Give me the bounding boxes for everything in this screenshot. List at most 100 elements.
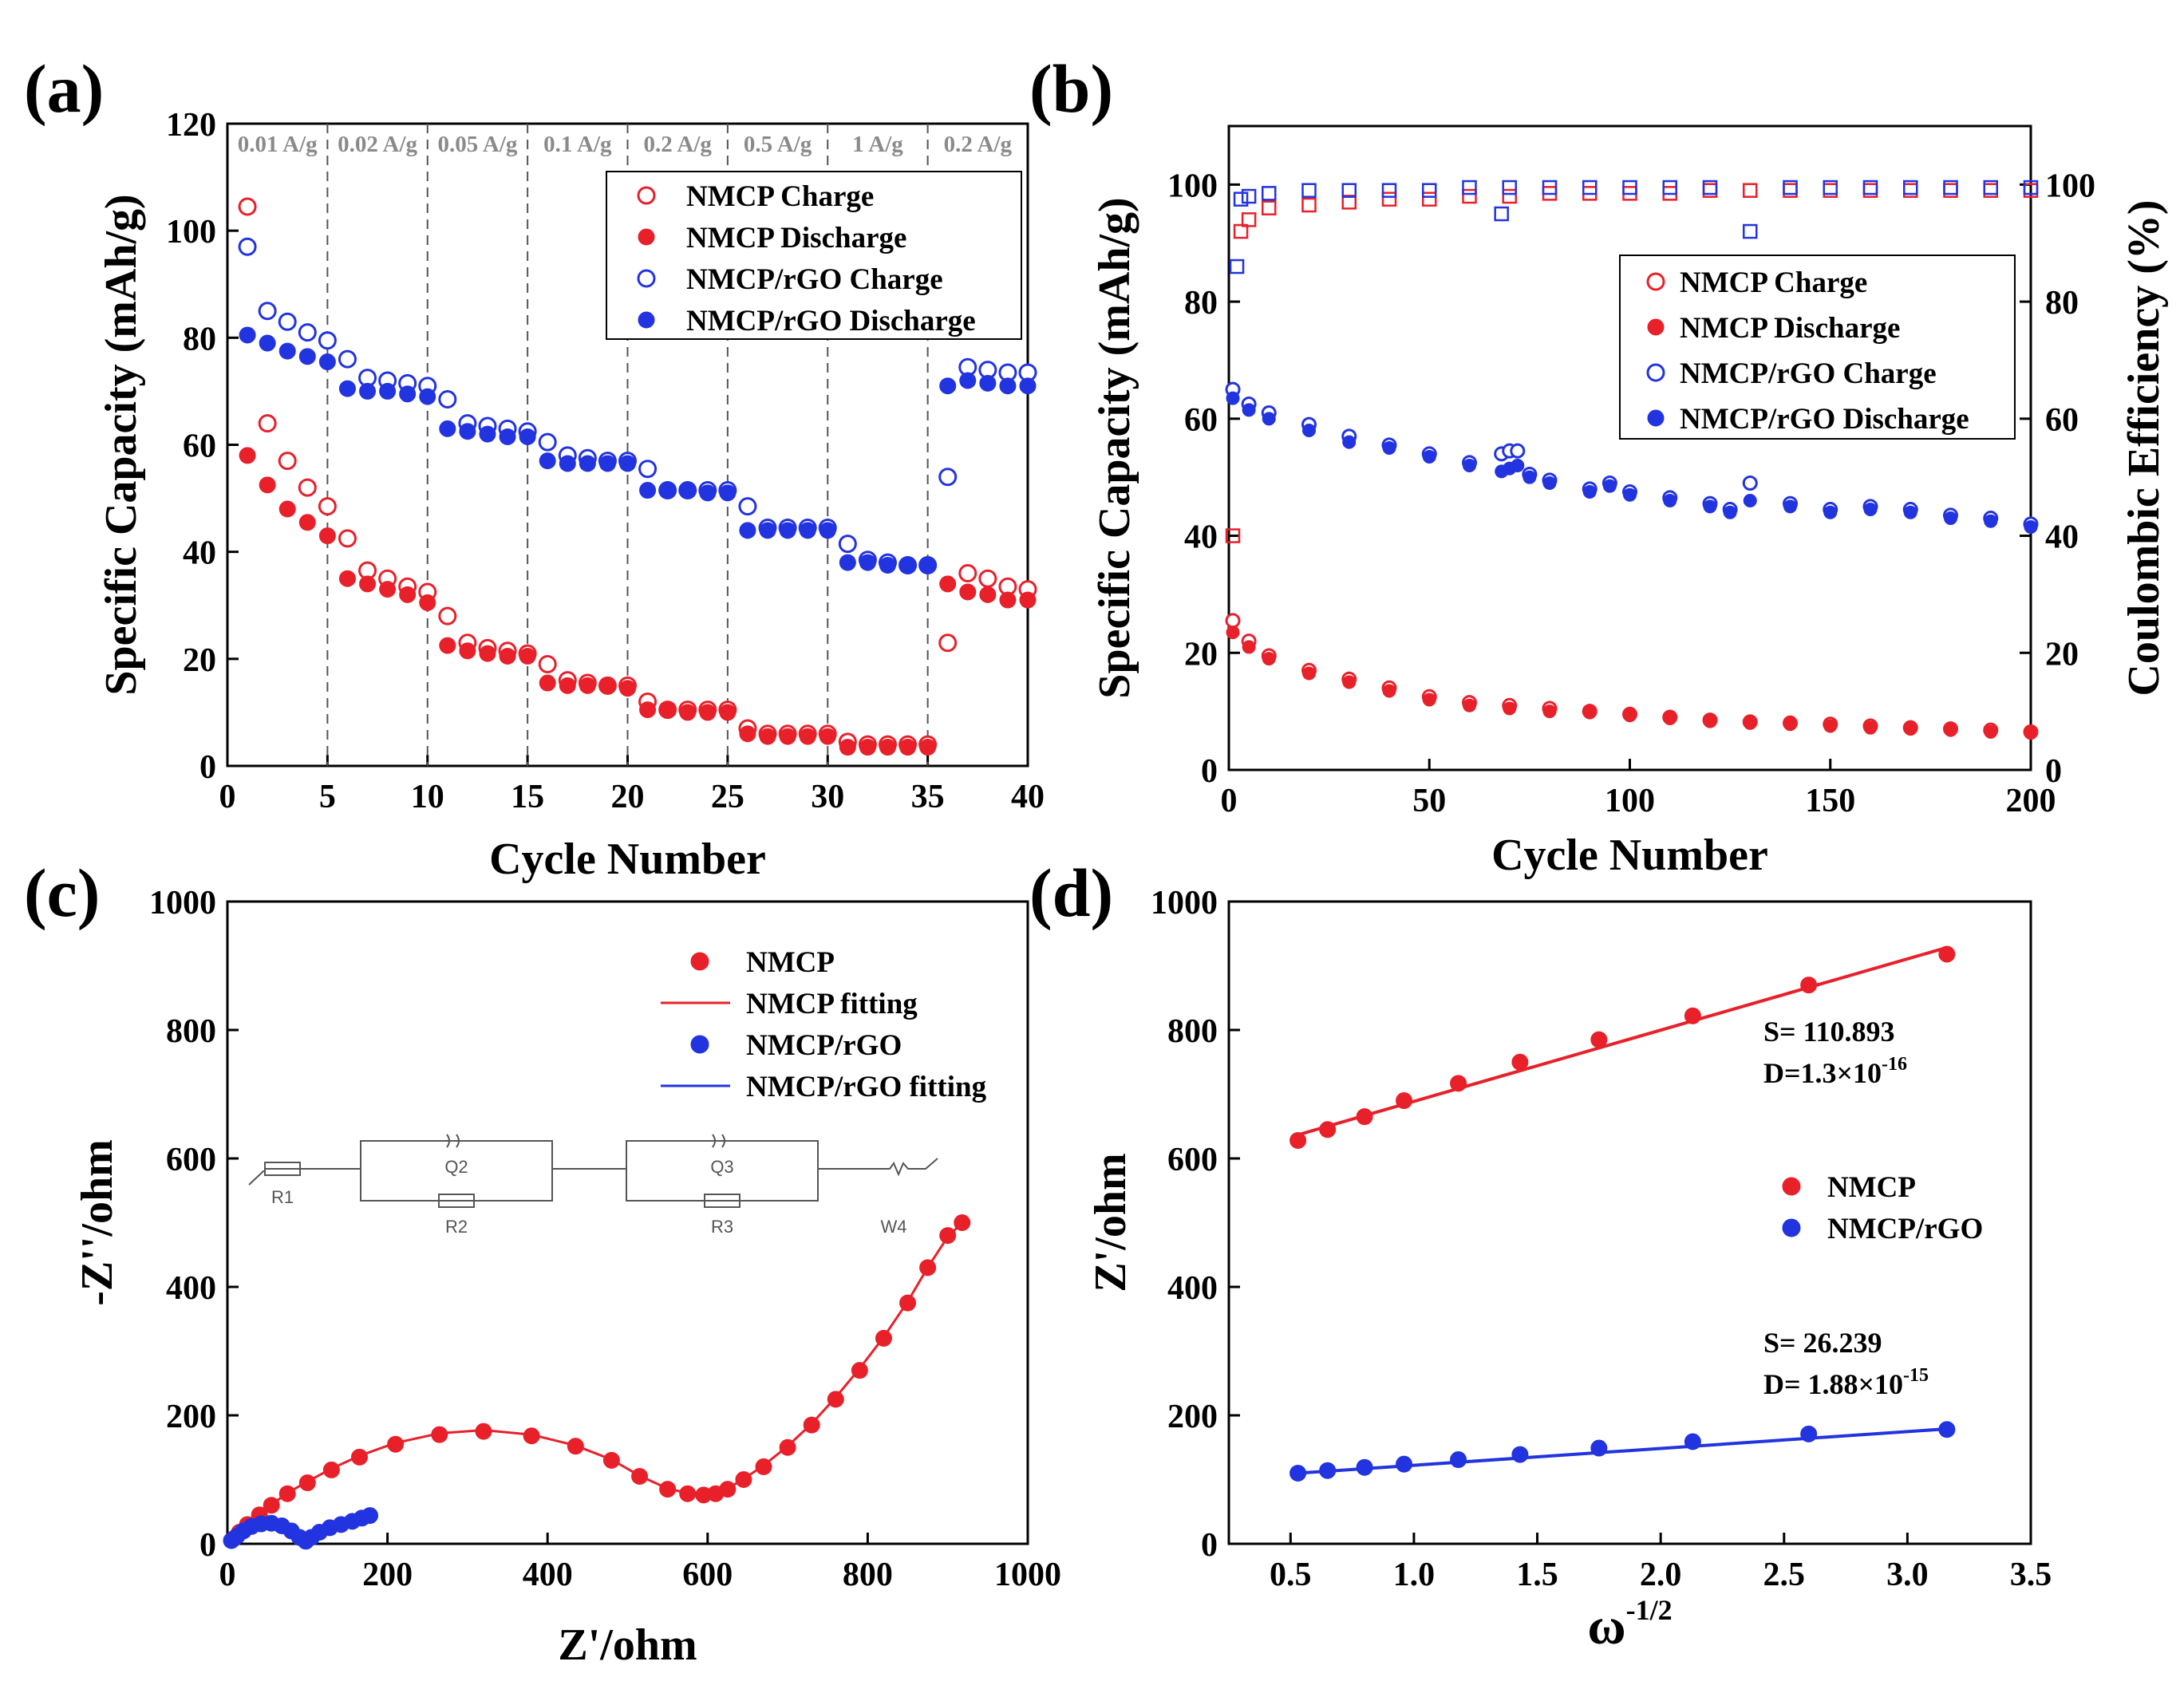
x-axis-title-base: ω: [1587, 1597, 1625, 1655]
legend-label: NMCP/rGO Charge: [686, 263, 943, 296]
data-point: [1289, 1464, 1307, 1482]
data-point: [1862, 180, 1878, 195]
data-point: [1938, 945, 1956, 963]
series-nmcp-rgo-discharge: [239, 326, 1037, 574]
series-nmcp-rgo-coulombic-efficiency: [1229, 180, 2039, 274]
resistor-r1: [264, 1162, 301, 1176]
x-axis-title: ω-1/2: [1587, 1594, 1672, 1655]
data-point: [419, 594, 436, 611]
y-tick-label: 20: [183, 642, 216, 679]
data-point: [978, 569, 997, 588]
data-point: [1225, 613, 1241, 629]
x-tick-label: 50: [1412, 783, 1446, 819]
x-tick-label: 0: [1221, 783, 1238, 819]
data-point: [1743, 494, 1757, 508]
cpe-symbol: [446, 1134, 460, 1148]
data-point: [1582, 485, 1597, 499]
x-tick-label: 400: [523, 1557, 573, 1593]
diffusion-annotation: D=1.3×10-16: [1763, 1054, 1907, 1089]
data-point: [1903, 180, 1918, 195]
circuit-label: R3: [711, 1217, 733, 1237]
data-point: [1783, 499, 1797, 514]
data-point: [539, 452, 556, 470]
data-point: [1542, 476, 1557, 491]
legend-label: NMCP/rGO fitting: [746, 1071, 987, 1103]
data-point: [1233, 223, 1249, 239]
series-nmcp: [225, 1214, 971, 1548]
data-point: [1356, 1458, 1373, 1476]
y-tick-label: 40: [1184, 519, 1218, 556]
data-point: [1684, 1433, 1701, 1450]
cpe-symbol: [712, 1134, 725, 1148]
data-point: [1823, 719, 1838, 733]
data-point: [438, 606, 457, 625]
data-point: [387, 1435, 405, 1453]
data-point: [779, 522, 796, 539]
data-point: [1319, 1121, 1337, 1138]
legend: NMCP NMCP fitting NMCP/rGO NMCP/rGO fitting: [661, 946, 987, 1103]
data-point: [1943, 180, 1958, 195]
data-point: [1602, 479, 1617, 493]
x-axis-title: Cycle Number: [1491, 831, 1768, 880]
data-point: [938, 468, 958, 487]
legend-marker: [1646, 363, 1665, 382]
data-point: [619, 455, 636, 472]
data-point: [298, 348, 316, 365]
x-tick-label: 200: [2006, 783, 2056, 819]
rate-label: 0.01 A/g: [238, 132, 318, 157]
data-point: [559, 455, 576, 472]
data-point: [1703, 499, 1717, 514]
panel-label: (a): [24, 50, 104, 127]
data-point: [298, 478, 317, 497]
data-point: [338, 570, 356, 587]
legend-marker: [1647, 409, 1665, 427]
data-point: [519, 428, 536, 445]
data-point: [679, 704, 697, 721]
circuit-label: W4: [881, 1217, 907, 1237]
data-point: [1623, 487, 1637, 502]
data-point: [298, 323, 317, 342]
y-tick-label: 400: [166, 1270, 216, 1307]
data-point: [359, 575, 377, 593]
x-tick-label: 600: [682, 1557, 733, 1593]
data-point: [1723, 505, 1737, 519]
data-point: [639, 701, 657, 719]
data-point: [1903, 722, 1917, 736]
x-tick-label: 30: [811, 779, 844, 815]
data-point: [1341, 195, 1357, 210]
data-point: [1743, 183, 1758, 198]
legend-label: NMCP/rGO Discharge: [1680, 403, 1969, 436]
y-axis-title: Specific Capacity (mAh/g): [97, 194, 146, 695]
data-point: [1242, 403, 1256, 417]
panel-d-warburg-plot: 0.5 1.0 1.5 2.0 2.5 3.0 3.5 0 200 400 600 800 1000 (d…: [1029, 854, 2052, 1655]
data-point: [419, 388, 436, 405]
x-tick-label: 3.5: [2010, 1557, 2052, 1593]
y-tick-label: 100: [1167, 168, 1218, 204]
data-point: [519, 647, 536, 665]
panel-b-cycling-performance: 0 50 100 150 200020406080100020406080100(b)C…: [1029, 50, 2169, 880]
y-axis-title: Specific Capacity (mAh/g): [1090, 197, 1139, 698]
x-tick-label: 5: [319, 779, 336, 815]
panel-a-rate-capability: 0 5 10 15 20 25 30 35 40 0 20 40 60 80 100 120 (a) Cycle …: [24, 50, 1045, 884]
data-point: [1233, 191, 1249, 207]
x-tick-label: 3.0: [1886, 1557, 1929, 1593]
diffusion-annotation: D= 1.88×10-15: [1763, 1365, 1929, 1400]
legend: NMCP Charge NMCP Discharge NMCP/rGO Charge…: [606, 171, 1022, 340]
data-point: [919, 739, 937, 756]
data-point: [598, 455, 616, 472]
y-tick-label: 0: [1201, 1527, 1218, 1564]
data-point: [1502, 188, 1517, 204]
data-point: [1783, 180, 1798, 195]
panel-label: (b): [1029, 50, 1113, 127]
y-tick-label: 800: [1167, 1013, 1218, 1050]
data-point: [318, 331, 337, 350]
data-point: [1662, 180, 1677, 195]
x-axis-title-superscript: -1/2: [1626, 1594, 1673, 1626]
data-point: [1422, 183, 1437, 198]
x-tick-label: 0: [219, 1557, 236, 1593]
slope-annotation: S= 26.239: [1763, 1327, 1882, 1359]
data-point: [1356, 1108, 1373, 1126]
data-point: [259, 476, 276, 494]
data-point: [979, 374, 997, 392]
data-point: [278, 500, 296, 518]
